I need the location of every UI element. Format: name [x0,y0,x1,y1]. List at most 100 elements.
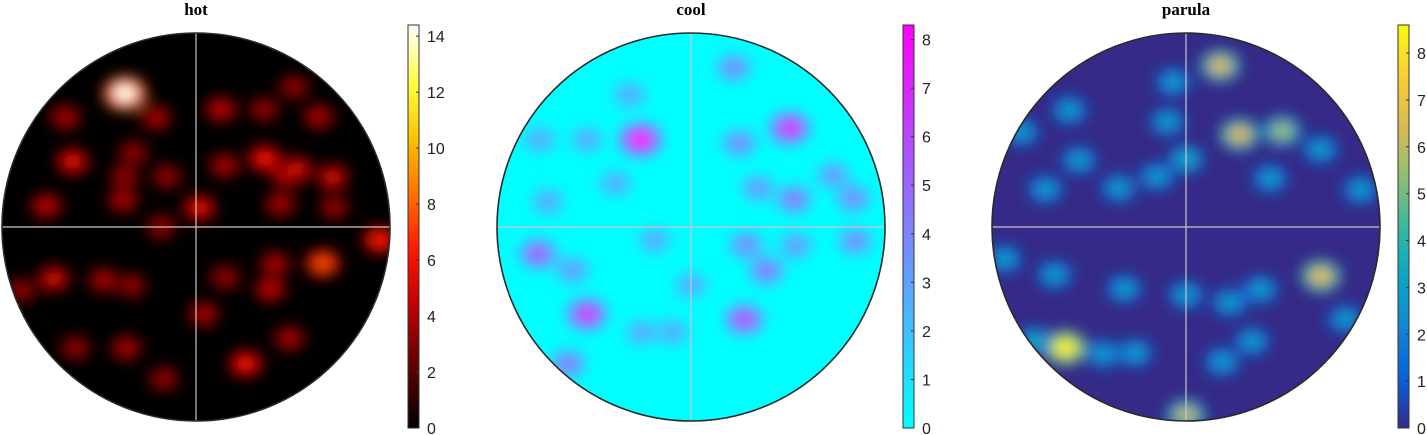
colorbar-tick-label: 2 [1417,327,1426,344]
colorbar-tick-label: 12 [427,85,445,102]
colorbar-tick-label: 4 [427,309,436,326]
density-peak [1242,333,1262,349]
density-peak [1157,114,1178,130]
density-peak [1260,170,1280,187]
density-peak [36,198,56,214]
density-peak [777,118,802,138]
colorbar-tick-label: 8 [922,33,931,50]
colorbar [902,24,915,429]
density-peak [113,192,133,208]
density-peak [785,237,807,254]
density-peak [529,131,550,148]
density-peak [662,324,683,340]
disc-outline [991,32,1381,422]
density-peak [1208,56,1232,75]
density-peak [55,109,75,125]
density-peak [537,193,558,210]
density-peak [1350,182,1371,198]
density-peak [121,278,141,293]
density-peak [526,245,550,263]
density-peak [1212,354,1233,370]
density-peak [644,232,665,249]
density-peak [235,355,256,372]
density-peak [1108,180,1129,196]
panel-cool: cool 0 1 2 3 4 5 6 7 8 [496,0,931,435]
panel-hot: hot 0 2 4 6 8 10 12 14 [1,0,445,435]
colorbar-tick-label: 5 [922,178,931,195]
density-peak [1250,281,1271,298]
density-peak [322,169,343,185]
density-peak [557,355,579,373]
density-peak [1035,181,1056,198]
colorbar-tick-label: 14 [427,29,445,46]
density-peak [1093,346,1114,362]
density-peak [157,169,177,184]
density-peak [146,110,166,126]
density-peak [116,340,136,356]
colorbar-tick-label: 6 [427,253,436,270]
density-peak [1147,168,1167,185]
density-blobs [4,73,390,393]
density-peak [270,196,290,212]
density-peak [842,190,864,207]
density-peak [755,262,778,280]
density-peak [577,131,597,148]
density-peak [628,129,654,150]
density-peak [1114,280,1135,297]
density-peak [115,169,134,185]
density-peak [215,157,235,173]
density-peak [1052,337,1078,358]
density-peak [254,150,275,167]
colorbar-tick-label: 3 [1417,280,1426,297]
density-peak [324,200,344,215]
density-peak [562,262,583,279]
panel-title: cool [676,0,706,19]
colorbar-tick-label: 0 [922,421,931,435]
density-peak [215,270,235,285]
density-peak [748,180,769,197]
density-peak [1044,267,1065,283]
density-peak [735,236,757,254]
density-peak [844,233,866,250]
density-peak [312,255,334,272]
density-peak [65,340,85,356]
colorbar-tick-label: 0 [1417,421,1426,435]
density-peak [1125,345,1145,361]
density-peak [62,153,83,170]
density-peak [286,161,307,177]
density-peak [605,175,626,192]
density-peak [723,59,745,76]
colorbar-tick-label: 1 [1417,374,1426,391]
panel-title: parula [1162,0,1211,19]
density-peak [631,324,652,341]
density-peak [575,304,599,324]
density-peak [1270,122,1294,140]
colorbar [1397,24,1410,429]
density-peak [189,200,210,216]
density-peak [154,371,174,387]
panel-title: hot [184,0,208,19]
density-peak [260,281,281,297]
density-peak [1163,74,1184,90]
density-peak [194,306,214,322]
colorbar-tick-label: 4 [1417,234,1426,251]
density-peak [783,190,805,208]
disc-outline [496,32,886,422]
colorbar-tick-label: 8 [427,197,436,214]
colorbar-tick-label: 6 [1417,140,1426,157]
colorbar [407,24,420,429]
colorbar-tick-label: 4 [922,227,931,244]
colorbar-tick-label: 8 [1417,46,1426,63]
colorbar-tick-label: 2 [427,365,436,382]
density-peak [112,83,138,104]
colorbar-tick-label: 1 [922,372,931,389]
colorbar-tick-label: 2 [922,324,931,341]
density-peak [823,167,844,184]
colorbar-tick-label: 10 [427,141,445,158]
colorbar-tick-label: 3 [922,275,931,292]
density-peak [1219,294,1240,311]
colorbar-tick-label: 7 [1417,93,1426,110]
disc-outline [1,32,391,422]
panel-parula: parula 0 1 2 3 4 5 6 7 8 [991,0,1426,435]
